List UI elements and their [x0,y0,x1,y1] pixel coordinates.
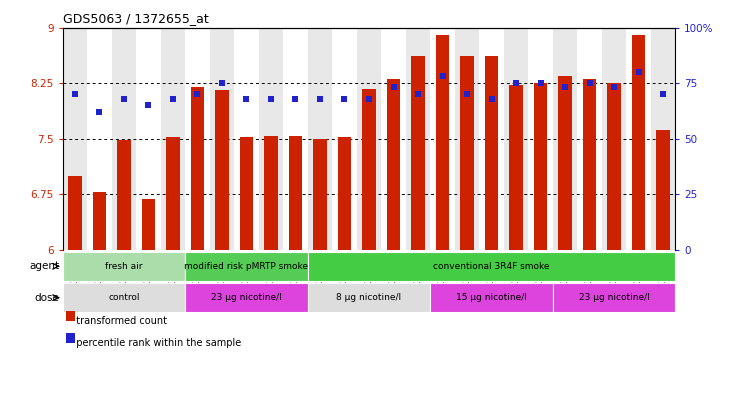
Point [657,91,669,97]
Text: 23 μg nicotine/l: 23 μg nicotine/l [579,293,649,302]
Bar [553,28,577,250]
Bar [627,28,651,250]
Bar [632,35,645,250]
Text: conventional 3R4F smoke: conventional 3R4F smoke [433,262,550,271]
Bar [142,199,155,250]
Bar [406,28,430,250]
Bar [240,137,253,250]
Point [437,73,449,79]
Bar [210,28,234,250]
Point [559,84,571,91]
Bar [185,252,308,281]
Bar [308,28,332,250]
Point [608,84,620,91]
Bar [87,28,111,250]
Bar [93,192,106,250]
Bar [308,283,430,312]
Text: 15 μg nicotine/l: 15 μg nicotine/l [456,293,527,302]
Point [387,84,399,91]
Bar [485,56,498,250]
Text: modified risk pMRTP smoke: modified risk pMRTP smoke [184,262,308,271]
Bar [190,87,204,250]
Bar [430,283,553,312]
Bar [607,83,621,250]
Bar [63,28,87,250]
Point [632,69,644,75]
Bar [68,176,82,250]
Text: percentile rank within the sample: percentile rank within the sample [70,338,241,348]
Bar [185,28,210,250]
Point [461,91,473,97]
Point [94,109,106,115]
Bar [356,28,382,250]
Bar [332,28,356,250]
Bar [601,28,627,250]
Bar [382,28,406,250]
Point [69,91,81,97]
Bar [166,137,180,250]
Bar [387,79,400,250]
Bar [553,283,675,312]
Bar [430,28,455,250]
Bar [656,130,670,250]
Point [584,80,596,86]
Point [486,95,497,102]
Point [192,91,204,97]
Point [118,95,130,102]
Bar [117,140,131,250]
Bar [289,136,303,250]
Point [534,80,546,86]
Bar [338,137,351,250]
Text: dose: dose [34,293,59,303]
Point [510,80,522,86]
Bar [651,28,675,250]
Bar [583,79,596,250]
Bar [111,28,137,250]
Bar [63,252,185,281]
Point [167,95,179,102]
Bar [264,136,277,250]
Bar [509,85,523,250]
Text: agent: agent [29,261,59,271]
Point [241,95,252,102]
Bar [435,35,449,250]
Point [265,95,277,102]
Bar [63,283,185,312]
Point [339,95,351,102]
Bar [504,28,528,250]
Bar [558,75,572,250]
Bar [259,28,283,250]
Bar [534,83,548,250]
Bar [308,252,675,281]
Text: control: control [108,293,139,302]
Point [289,95,301,102]
Text: 23 μg nicotine/l: 23 μg nicotine/l [211,293,282,302]
Bar [234,28,259,250]
Point [363,95,375,102]
Bar [215,90,229,250]
Bar [461,56,474,250]
Bar [362,89,376,250]
Bar [185,283,308,312]
Point [412,91,424,97]
Point [314,95,326,102]
Bar [283,28,308,250]
Text: GDS5063 / 1372655_at: GDS5063 / 1372655_at [63,12,208,25]
Point [216,80,228,86]
Bar [455,28,479,250]
Text: 8 μg nicotine/l: 8 μg nicotine/l [337,293,401,302]
Text: transformed count: transformed count [70,316,167,326]
Bar [411,56,425,250]
Bar [528,28,553,250]
Bar [313,138,327,250]
Point [142,102,154,108]
Text: fresh air: fresh air [106,262,142,271]
Bar [161,28,185,250]
Bar [577,28,601,250]
Bar [479,28,504,250]
Bar [137,28,161,250]
